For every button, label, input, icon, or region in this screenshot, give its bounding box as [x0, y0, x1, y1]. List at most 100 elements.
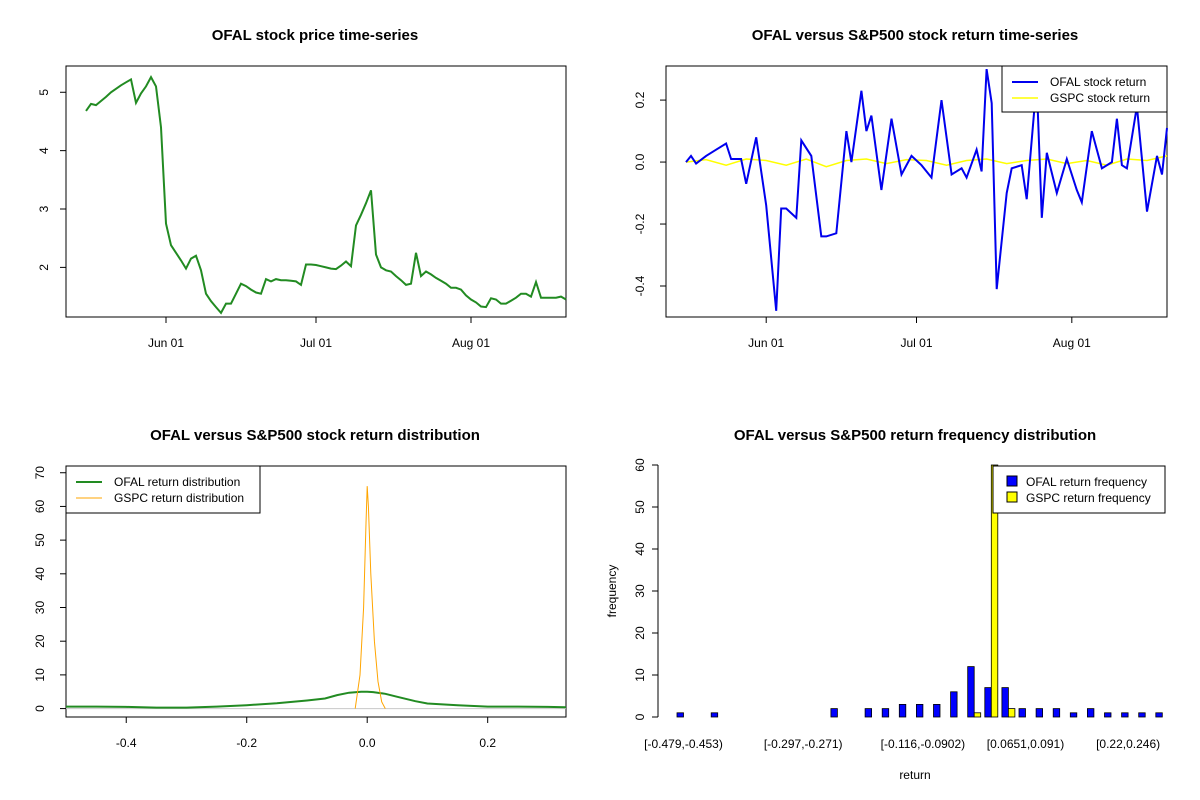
chart1-y-tick-label: 5 — [37, 89, 51, 96]
chart4-y-axis: 0 10 20 30 40 50 60 — [633, 458, 658, 720]
chart4-bars — [676, 464, 1163, 718]
chart4-y-tick-label: 10 — [633, 668, 647, 682]
chart3-y-tick-label: 20 — [33, 634, 47, 648]
chart4-bar-gspc — [990, 464, 999, 718]
chart3-x-axis: -0.4 -0.2 0.0 0.2 — [116, 717, 496, 750]
chart2-legend-box — [1001, 65, 1168, 113]
chart1-x-tick-label: Aug 01 — [452, 336, 490, 350]
chart4-bar-ofal — [1087, 708, 1095, 718]
chart1-plot-box — [65, 65, 567, 318]
chart4-bar-ofal — [1138, 712, 1146, 718]
chart4-y-tick-label: 50 — [633, 500, 647, 514]
chart2-y-tick-label: -0.2 — [633, 213, 647, 234]
chart3-x-tick-label: 0.2 — [479, 736, 496, 750]
chart2-ofal-line — [685, 68, 1168, 311]
chart3-legend: OFAL return distribution GSPC return dis… — [65, 465, 261, 514]
chart4-x-tick-label: [-0.479,-0.453) — [644, 737, 723, 751]
chart4-legend-ofal: OFAL return frequency — [1026, 475, 1147, 489]
chart2-y-axis: -0.4 -0.2 0.0 0.2 — [633, 91, 666, 296]
chart4-bar-ofal — [1001, 687, 1009, 718]
chart4-bar-ofal — [916, 704, 924, 718]
chart2-legend-gspc: GSPC stock return — [1050, 91, 1150, 105]
chart4-bar-gspc — [1008, 708, 1016, 718]
chart4-legend-swatch-gspc — [1006, 491, 1018, 503]
chart4-y-tick-label: 0 — [633, 713, 647, 720]
chart2-x-tick-label: Jun 01 — [748, 336, 784, 350]
chart4-bar-ofal — [710, 712, 719, 718]
chart3-y-tick-label: 50 — [33, 533, 47, 547]
chart3-y-tick-label: 60 — [33, 499, 47, 513]
chart4-bar-ofal — [950, 691, 958, 718]
chart3-legend-ofal: OFAL return distribution — [114, 475, 240, 489]
chart1-series — [85, 74, 567, 315]
chart4-bar-ofal — [1035, 708, 1043, 718]
chart2-series — [685, 68, 1168, 311]
chart1-y-tick-label: 3 — [37, 205, 51, 212]
chart4-bar-gspc — [973, 712, 982, 718]
chart3-y-tick-label: 40 — [33, 567, 47, 581]
chart1-series-line — [85, 74, 567, 315]
chart2-x-axis: Jun 01 Jul 01 Aug 01 — [748, 317, 1091, 350]
chart2-gspc-line — [685, 155, 1168, 168]
chart3-gspc-density — [354, 486, 386, 709]
chart1-y-tick-label: 4 — [37, 147, 51, 154]
chart2-title: OFAL versus S&P500 stock return time-ser… — [752, 27, 1079, 44]
chart2-y-tick-label: 0.0 — [633, 153, 647, 170]
chart3-series — [66, 486, 567, 710]
chart3-plot-box — [65, 465, 567, 718]
chart4-bar-ofal — [1155, 712, 1163, 718]
chart4-bar-ofal — [1104, 712, 1112, 718]
chart4-legend-box — [992, 465, 1166, 514]
chart4-x-tick-label: [-0.116,-0.0902) — [881, 737, 966, 751]
chart2-x-tick-label: Aug 01 — [1053, 336, 1091, 350]
chart4-x-label: return — [899, 768, 930, 782]
chart3-title: OFAL versus S&P500 stock return distribu… — [150, 427, 480, 444]
chart4-bar-ofal — [830, 708, 838, 718]
chart4-bar-ofal — [864, 708, 872, 718]
chart4-bar-ofal — [898, 704, 907, 718]
chart4-x-tick-label: [0.0651,0.091) — [987, 737, 1064, 751]
chart4-bar-ofal — [1018, 708, 1026, 718]
chart3-x-tick-label: -0.4 — [116, 736, 137, 750]
chart4-legend-gspc: GSPC return frequency — [1026, 491, 1151, 505]
chart1-x-tick-label: Jul 01 — [300, 336, 332, 350]
chart4-legend-swatch-ofal — [1006, 475, 1018, 487]
chart4-y-label: frequency — [605, 565, 619, 618]
chart1-x-axis: Jun 01 Jul 01 Aug 01 — [148, 317, 490, 350]
chart4-legend: OFAL return frequency GSPC return freque… — [992, 465, 1166, 514]
chart4-x-tick-label: [0.22,0.246) — [1096, 737, 1160, 751]
chart3-x-tick-label: -0.2 — [236, 736, 257, 750]
chart4-bar-ofal — [984, 687, 992, 718]
chart4-bar-ofal — [676, 712, 684, 718]
chart4-x-axis: [-0.479,-0.453) [-0.297,-0.271) [-0.116,-0… — [644, 737, 1160, 751]
chart4-bar-ofal — [1069, 712, 1078, 718]
chart4-x-tick-label: [-0.297,-0.271) — [764, 737, 843, 751]
chart4-bar-ofal — [1052, 708, 1061, 718]
chart2-legend-ofal: OFAL stock return — [1050, 75, 1146, 89]
chart3-y-tick-label: 10 — [33, 668, 47, 682]
chart4-title: OFAL versus S&P500 return frequency dist… — [734, 427, 1096, 444]
chart3-legend-gspc: GSPC return distribution — [114, 491, 244, 505]
chart4-bar-ofal — [881, 708, 890, 718]
chart2-x-tick-label: Jul 01 — [900, 336, 932, 350]
chart3-x-tick-label: 0.0 — [359, 736, 376, 750]
chart4-bar-ofal — [967, 666, 975, 718]
chart3-ofal-density — [66, 690, 567, 709]
chart1-x-tick-label: Jun 01 — [148, 336, 184, 350]
chart4-y-tick-label: 20 — [633, 626, 647, 640]
chart4-y-tick-label: 30 — [633, 584, 647, 598]
chart3-y-tick-label: 0 — [33, 705, 47, 712]
chart4-bar-ofal — [933, 704, 941, 718]
chart1-y-axis: 2 3 4 5 — [37, 89, 66, 271]
chart1-title: OFAL stock price time-series — [212, 27, 418, 44]
chart4-y-tick-label: 40 — [633, 542, 647, 556]
chart2-y-tick-label: -0.4 — [633, 275, 647, 296]
chart1-y-tick-label: 2 — [37, 264, 51, 271]
chart2-legend: OFAL stock return GSPC stock return — [1001, 65, 1168, 113]
chart3-y-tick-label: 30 — [33, 601, 47, 615]
chart4-y-tick-label: 60 — [633, 458, 647, 472]
chart3-y-tick-label: 70 — [33, 466, 47, 480]
chart3-y-axis: 0 10 20 30 40 50 60 70 — [33, 466, 66, 712]
chart2-y-tick-label: 0.2 — [633, 91, 647, 108]
